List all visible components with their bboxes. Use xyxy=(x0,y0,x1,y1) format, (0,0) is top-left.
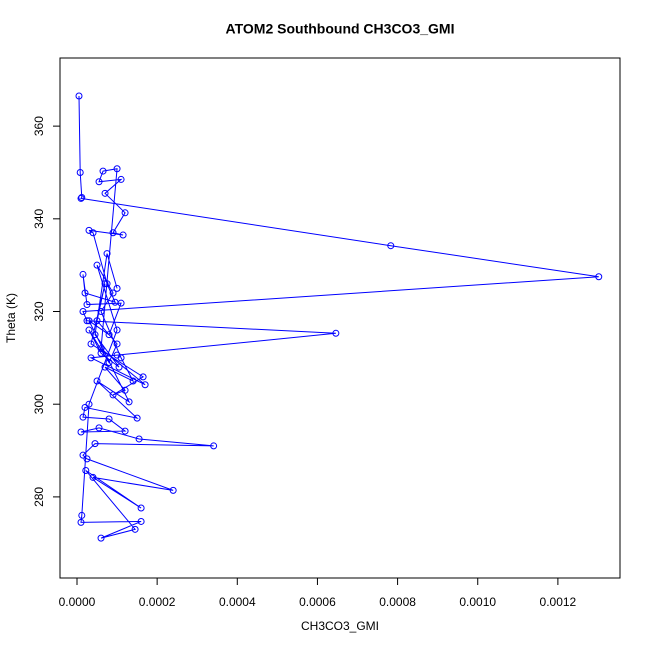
data-point xyxy=(139,373,147,381)
data-point xyxy=(105,415,113,423)
data-point xyxy=(78,194,86,202)
x-tick-label: 0.0008 xyxy=(379,595,416,609)
data-point xyxy=(121,427,129,435)
data-point xyxy=(85,400,93,408)
data-point xyxy=(105,358,113,366)
data-point xyxy=(117,175,125,183)
data-point xyxy=(113,326,121,334)
data-line xyxy=(78,95,599,539)
data-point xyxy=(109,391,117,399)
data-point xyxy=(93,317,101,325)
data-point xyxy=(137,517,145,525)
y-tick-label: 300 xyxy=(32,394,46,414)
data-point xyxy=(85,326,93,334)
data-point xyxy=(82,466,90,474)
data-point xyxy=(137,504,145,512)
data-point xyxy=(77,428,85,436)
data-point xyxy=(89,473,97,481)
chart-title: ATOM2 Southbound CH3CO3_GMI xyxy=(226,21,455,37)
data-point xyxy=(141,381,149,389)
x-axis-label: CH3CO3_GMI xyxy=(301,619,379,633)
data-point xyxy=(97,349,105,357)
data-point xyxy=(129,377,137,385)
data-point xyxy=(77,194,85,202)
data-point xyxy=(115,363,123,371)
data-point xyxy=(89,229,97,237)
data-point xyxy=(109,289,117,297)
x-tick-label: 0.0002 xyxy=(139,595,176,609)
data-point xyxy=(125,398,133,406)
y-tick-label: 320 xyxy=(32,301,46,321)
data-point xyxy=(83,317,91,325)
data-point xyxy=(101,363,109,371)
data-point xyxy=(103,250,111,258)
data-point xyxy=(117,354,125,362)
y-tick-label: 280 xyxy=(32,487,46,507)
data-point xyxy=(133,414,141,422)
data-point xyxy=(97,308,105,316)
data-point xyxy=(78,511,86,519)
data-point xyxy=(113,284,121,292)
data-point xyxy=(85,317,93,325)
data-point xyxy=(76,168,84,176)
data-point xyxy=(81,289,89,297)
data-point xyxy=(210,442,218,450)
x-tick-label: 0.0000 xyxy=(59,595,96,609)
y-tick-label: 340 xyxy=(32,208,46,228)
data-point xyxy=(387,242,395,250)
data-point xyxy=(97,534,105,542)
data-point xyxy=(332,329,340,337)
data-point xyxy=(93,377,101,385)
data-point xyxy=(99,167,107,175)
data-point xyxy=(121,209,129,217)
data-point xyxy=(113,165,121,173)
data-point xyxy=(109,229,117,237)
data-point xyxy=(79,413,87,421)
data-point xyxy=(595,273,603,281)
data-point xyxy=(87,354,95,362)
data-point xyxy=(121,386,129,394)
data-point xyxy=(101,280,109,288)
data-point xyxy=(91,331,99,339)
x-tick-label: 0.0010 xyxy=(459,595,496,609)
data-point xyxy=(79,308,87,316)
data-point xyxy=(87,340,95,348)
data-point xyxy=(119,231,127,239)
data-point xyxy=(135,435,143,443)
data-point xyxy=(93,261,101,269)
y-axis-label: Theta (K) xyxy=(4,293,18,343)
data-point xyxy=(105,331,113,339)
data-point xyxy=(101,189,109,197)
data-point xyxy=(97,345,105,353)
x-tick-label: 0.0004 xyxy=(219,595,256,609)
data-point xyxy=(79,270,87,278)
data-point xyxy=(75,92,83,100)
x-tick-label: 0.0006 xyxy=(299,595,336,609)
data-point xyxy=(91,440,99,448)
data-point xyxy=(103,280,111,288)
data-point xyxy=(169,486,177,494)
data-point xyxy=(83,455,91,463)
data-point xyxy=(79,451,87,459)
data-point xyxy=(117,299,125,307)
data-point xyxy=(113,340,121,348)
x-tick-label: 0.0012 xyxy=(540,595,577,609)
data-point xyxy=(131,525,139,533)
data-point xyxy=(77,518,85,526)
y-tick-label: 360 xyxy=(32,116,46,136)
data-point xyxy=(95,424,103,432)
data-point xyxy=(83,301,91,309)
data-point xyxy=(85,226,93,234)
data-point xyxy=(95,178,103,186)
